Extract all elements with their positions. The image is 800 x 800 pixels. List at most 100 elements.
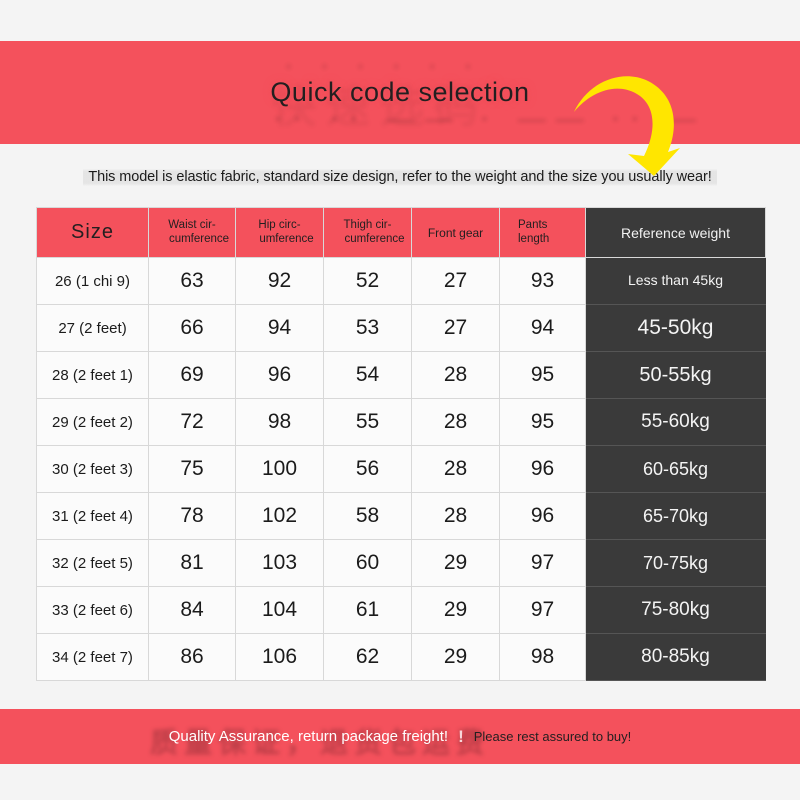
table-row: 33 (2 feet 6) 84 104 61 29 97 75-80kg xyxy=(36,586,766,634)
cell-waist: 75 xyxy=(148,445,236,493)
cell-front-gear: 27 xyxy=(411,257,500,305)
cell-pants-length: 94 xyxy=(499,304,586,352)
reference-weight-value: 50-55kg xyxy=(639,363,712,386)
cell-thigh: 52 xyxy=(323,257,412,305)
cell-thigh: 61 xyxy=(323,586,412,634)
footer-main-text: Quality Assurance, return package freigh… xyxy=(168,728,449,745)
cell-size: 28 (2 feet 1) xyxy=(36,351,149,399)
table-row: 30 (2 feet 3) 75 100 56 28 96 60-65kg xyxy=(36,445,766,493)
cell-front-gear: 28 xyxy=(411,351,500,399)
size-chart-table: Size Waist cir- cumference Hip circ- umf… xyxy=(36,207,766,681)
cell-waist: 66 xyxy=(148,304,236,352)
curved-arrow-down-right-icon xyxy=(568,64,693,179)
cell-pants-length: 95 xyxy=(499,398,586,446)
cell-thigh: 54 xyxy=(323,351,412,399)
cell-hip: 98 xyxy=(235,398,324,446)
cell-front-gear: 29 xyxy=(411,586,500,634)
header-thigh-line2: cumference xyxy=(344,232,405,245)
cell-waist: 81 xyxy=(148,539,236,587)
cell-reference-weight: 45-50kg xyxy=(585,304,766,352)
cell-front-gear: 28 xyxy=(411,492,500,540)
reference-weight-value: 65-70kg xyxy=(642,505,709,526)
cell-hip: 103 xyxy=(235,539,324,587)
header-pants-length: Pants length xyxy=(499,207,586,258)
cell-pants-length: 98 xyxy=(499,633,586,681)
cell-size: 31 (2 feet 4) xyxy=(36,492,149,540)
cell-reference-weight: 80-85kg xyxy=(585,633,766,681)
table-header-row: Size Waist cir- cumference Hip circ- umf… xyxy=(36,207,766,258)
cell-thigh: 60 xyxy=(323,539,412,587)
cell-thigh: 53 xyxy=(323,304,412,352)
bottom-banner: 质量保证，退货包运费 Quality Assurance, return pac… xyxy=(0,709,800,764)
reference-weight-value: 45-50kg xyxy=(637,316,714,339)
cell-hip: 94 xyxy=(235,304,324,352)
cell-thigh: 55 xyxy=(323,398,412,446)
cell-size: 32 (2 feet 5) xyxy=(36,539,149,587)
table-row: 29 (2 feet 2) 72 98 55 28 95 55-60kg xyxy=(36,398,766,446)
cell-pants-length: 97 xyxy=(499,586,586,634)
cell-thigh: 62 xyxy=(323,633,412,681)
table-body: 26 (1 chi 9) 63 92 52 27 93 Less than 45kg 27 (… xyxy=(36,257,766,681)
cell-front-gear: 28 xyxy=(411,398,500,446)
cell-thigh: 58 xyxy=(323,492,412,540)
cell-pants-length: 97 xyxy=(499,539,586,587)
cell-front-gear: 27 xyxy=(411,304,500,352)
header-hip-circumference: Hip circ- umference xyxy=(235,207,324,258)
cell-hip: 106 xyxy=(235,633,324,681)
cell-waist: 84 xyxy=(148,586,236,634)
table-row: 28 (2 feet 1) 69 96 54 28 95 50-55kg xyxy=(36,351,766,399)
cell-waist: 72 xyxy=(148,398,236,446)
cell-front-gear: 29 xyxy=(411,539,500,587)
header-thigh-line1: Thigh cir- xyxy=(343,219,392,232)
header-waist-line1: Waist cir- xyxy=(168,219,216,232)
cell-size: 34 (2 feet 7) xyxy=(36,633,149,681)
cell-hip: 92 xyxy=(235,257,324,305)
reference-weight-value: 75-80kg xyxy=(641,599,710,620)
cell-size: 29 (2 feet 2) xyxy=(36,398,149,446)
cell-size: 26 (1 chi 9) xyxy=(36,257,149,305)
table-row: 34 (2 feet 7) 86 106 62 29 98 80-85kg xyxy=(36,633,766,681)
cell-front-gear: 29 xyxy=(411,633,500,681)
cell-hip: 96 xyxy=(235,351,324,399)
footer-ghost-text: 质量保证，退货包运费 xyxy=(150,727,491,758)
reference-weight-value: 55-60kg xyxy=(641,411,710,432)
reference-weight-value: 80-85kg xyxy=(641,646,710,667)
reference-weight-value: 70-75kg xyxy=(642,552,709,573)
header-hip-line1: Hip circ- xyxy=(258,219,301,232)
table-row: 31 (2 feet 4) 78 102 58 28 96 65-70kg xyxy=(36,492,766,540)
cell-hip: 100 xyxy=(235,445,324,493)
header-waist-circumference: Waist cir- cumference xyxy=(148,207,236,258)
cell-reference-weight: 50-55kg xyxy=(585,351,766,399)
footer-sub-text: Please rest assured to buy! xyxy=(473,729,632,744)
footer-exclamation: ! xyxy=(458,726,464,746)
cell-reference-weight: 75-80kg xyxy=(585,586,766,634)
cell-pants-length: 95 xyxy=(499,351,586,399)
cell-size: 30 (2 feet 3) xyxy=(36,445,149,493)
header-pants-line1: Pants xyxy=(518,219,548,232)
header-thigh-circumference: Thigh cir- cumference xyxy=(323,207,412,258)
cell-waist: 69 xyxy=(148,351,236,399)
header-size: Size xyxy=(36,207,149,258)
cell-waist: 78 xyxy=(148,492,236,540)
cell-hip: 102 xyxy=(235,492,324,540)
cell-hip: 104 xyxy=(235,586,324,634)
header-front-gear: Front gear xyxy=(411,207,500,258)
footer-row: Quality Assurance, return package freigh… xyxy=(0,709,800,764)
cell-front-gear: 28 xyxy=(411,445,500,493)
header-pants-line2: length xyxy=(518,232,550,245)
header-waist-line2: cumference xyxy=(168,232,230,245)
page-title: Quick code selection xyxy=(270,77,530,107)
header-hip-line2: umference xyxy=(259,232,314,245)
header-reference-weight: Reference weight xyxy=(585,207,766,258)
table-row: 26 (1 chi 9) 63 92 52 27 93 Less than 45kg xyxy=(36,257,766,305)
cell-pants-length: 96 xyxy=(499,492,586,540)
cell-reference-weight: 70-75kg xyxy=(585,539,766,587)
note-strip: This model is elastic fabric, standard s… xyxy=(0,144,800,210)
cell-size: 27 (2 feet) xyxy=(36,304,149,352)
cell-reference-weight: Less than 45kg xyxy=(585,257,766,305)
cell-pants-length: 93 xyxy=(499,257,586,305)
reference-weight-value: 60-65kg xyxy=(642,458,709,479)
cell-waist: 86 xyxy=(148,633,236,681)
table-row: 32 (2 feet 5) 81 103 60 29 97 70-75kg xyxy=(36,539,766,587)
cell-reference-weight: 65-70kg xyxy=(585,492,766,540)
